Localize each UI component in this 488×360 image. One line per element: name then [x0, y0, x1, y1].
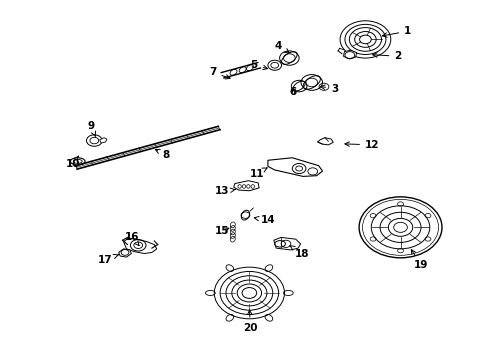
- Polygon shape: [273, 237, 300, 250]
- Polygon shape: [119, 249, 131, 257]
- Polygon shape: [233, 181, 259, 191]
- Text: 17: 17: [98, 255, 118, 265]
- Text: 20: 20: [243, 310, 257, 333]
- Polygon shape: [343, 50, 356, 59]
- Polygon shape: [100, 138, 107, 143]
- Text: 5: 5: [250, 60, 267, 70]
- Text: 16: 16: [125, 232, 139, 246]
- Text: 12: 12: [344, 140, 379, 150]
- Text: 2: 2: [372, 51, 401, 61]
- Text: 1: 1: [382, 26, 410, 37]
- Text: 3: 3: [320, 84, 338, 94]
- Text: 7: 7: [209, 67, 230, 79]
- Polygon shape: [267, 158, 322, 176]
- Text: 8: 8: [155, 149, 170, 160]
- Polygon shape: [123, 238, 157, 253]
- Text: 4: 4: [274, 41, 288, 53]
- Text: 6: 6: [289, 87, 296, 97]
- Text: 19: 19: [410, 249, 427, 270]
- Text: 11: 11: [249, 168, 266, 179]
- Text: 10: 10: [65, 156, 80, 169]
- Polygon shape: [317, 138, 332, 145]
- Text: 18: 18: [289, 246, 308, 258]
- Text: 13: 13: [215, 186, 235, 197]
- Text: 9: 9: [87, 121, 95, 136]
- Text: 14: 14: [254, 215, 275, 225]
- Text: 15: 15: [215, 226, 229, 236]
